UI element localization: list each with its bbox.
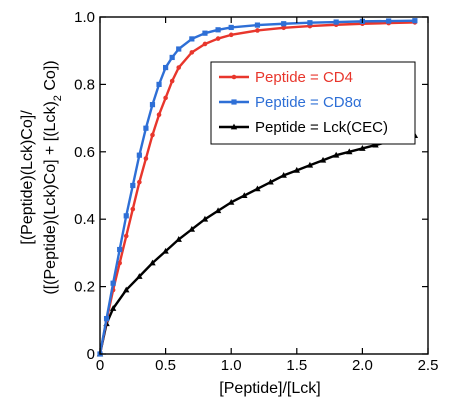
data-point <box>230 123 238 130</box>
data-point <box>176 65 182 70</box>
y-tick-label: 1.0 <box>74 9 95 26</box>
data-point <box>103 316 110 322</box>
data-point <box>228 198 235 205</box>
data-point <box>189 36 195 42</box>
data-point <box>136 273 143 279</box>
y-tick-label: 0 <box>87 346 95 363</box>
x-tick-label: 2.0 <box>352 357 373 374</box>
series-line <box>98 19 415 355</box>
y-axis-label-part-end: Co]) <box>42 60 59 95</box>
data-point <box>130 206 136 212</box>
data-point <box>228 32 234 38</box>
y-tick-label: 0.8 <box>74 76 95 93</box>
data-point <box>214 207 222 214</box>
data-point <box>156 112 162 118</box>
data-point <box>123 286 130 293</box>
data-point <box>293 166 300 173</box>
x-axis-label: [Peptide]/[Lck] <box>219 380 320 397</box>
y-axis-label-part: ([(Peptide)(Lck)Co] + [(Lck) <box>42 101 59 294</box>
data-point <box>130 182 136 189</box>
y-axis-label-line-1: [(Peptide)(Lck)Co]/ <box>19 110 36 245</box>
legend-label: Peptide = CD8α <box>255 94 362 111</box>
data-point <box>163 95 168 101</box>
data-point <box>333 19 339 25</box>
x-tick-label: 0.5 <box>155 357 176 374</box>
data-point <box>254 185 261 192</box>
data-point <box>267 178 274 185</box>
y-axis-label: [(Peptide)(Lck)Co]/ ([(Peptide)(Lck)Co] … <box>19 60 64 294</box>
data-point <box>255 28 260 33</box>
data-point <box>215 27 221 33</box>
plot-area <box>96 18 419 357</box>
y-tick-label: 0.6 <box>74 144 95 161</box>
data-point <box>254 22 261 28</box>
data-point <box>162 247 169 254</box>
data-point <box>123 233 129 239</box>
data-point <box>202 30 208 36</box>
data-point <box>137 179 142 185</box>
data-point <box>150 132 155 138</box>
series-line <box>98 21 415 355</box>
data-point <box>117 260 122 266</box>
x-tick-label: 0 <box>96 357 104 374</box>
data-point <box>109 305 117 311</box>
data-point <box>280 171 287 178</box>
data-point <box>117 246 123 253</box>
x-tick-label: 1.0 <box>221 357 242 374</box>
axes: 0 0.5 1.0 1.5 2.0 2.5 0 0.2 0.4 0.6 0.8 1.0 <box>74 9 438 374</box>
data-point <box>332 151 340 158</box>
plot-frame <box>99 16 429 355</box>
data-point <box>175 236 182 242</box>
data-point <box>136 152 142 158</box>
data-point <box>228 24 234 31</box>
data-point <box>346 148 353 155</box>
data-point <box>281 25 286 31</box>
series-line <box>98 134 416 355</box>
x-tick-label: 1.5 <box>286 357 307 374</box>
data-point <box>201 215 209 222</box>
data-point <box>143 125 149 131</box>
legend: Peptide = CD4 Peptide = CD8α Peptide = Lck… <box>210 61 416 145</box>
data-point <box>143 156 149 161</box>
data-point <box>188 225 196 232</box>
data-point <box>412 18 418 24</box>
data-point <box>231 99 237 105</box>
legend-label: Peptide = CD4 <box>255 69 353 86</box>
y-axis-label-subscript: 2 <box>52 95 64 101</box>
data-point <box>386 18 392 24</box>
data-point <box>241 192 248 199</box>
data-point <box>215 36 221 41</box>
series-1 <box>97 18 418 357</box>
x-tick-label: 2.5 <box>418 357 439 374</box>
y-tick-label: 0.2 <box>74 279 95 296</box>
legend-label: Peptide = Lck(CEC) <box>255 119 388 136</box>
data-point <box>319 156 327 163</box>
data-point <box>202 41 208 47</box>
data-point <box>231 74 237 80</box>
data-point <box>306 161 314 168</box>
data-point <box>169 54 175 61</box>
data-point <box>176 46 182 52</box>
data-point <box>307 20 313 26</box>
data-point <box>189 50 195 55</box>
data-point <box>149 102 156 108</box>
data-point <box>169 78 175 84</box>
data-point <box>163 64 169 71</box>
data-point <box>110 280 116 286</box>
data-point <box>359 145 366 151</box>
y-tick-label: 0.4 <box>74 211 95 228</box>
data-point <box>281 21 287 27</box>
data-point <box>123 213 129 219</box>
y-axis-label-line-2: ([(Peptide)(Lck)Co] + [(Lck)2 Co]) <box>42 60 64 294</box>
data-point <box>156 81 162 87</box>
data-point <box>149 259 156 266</box>
data-point <box>372 141 379 148</box>
